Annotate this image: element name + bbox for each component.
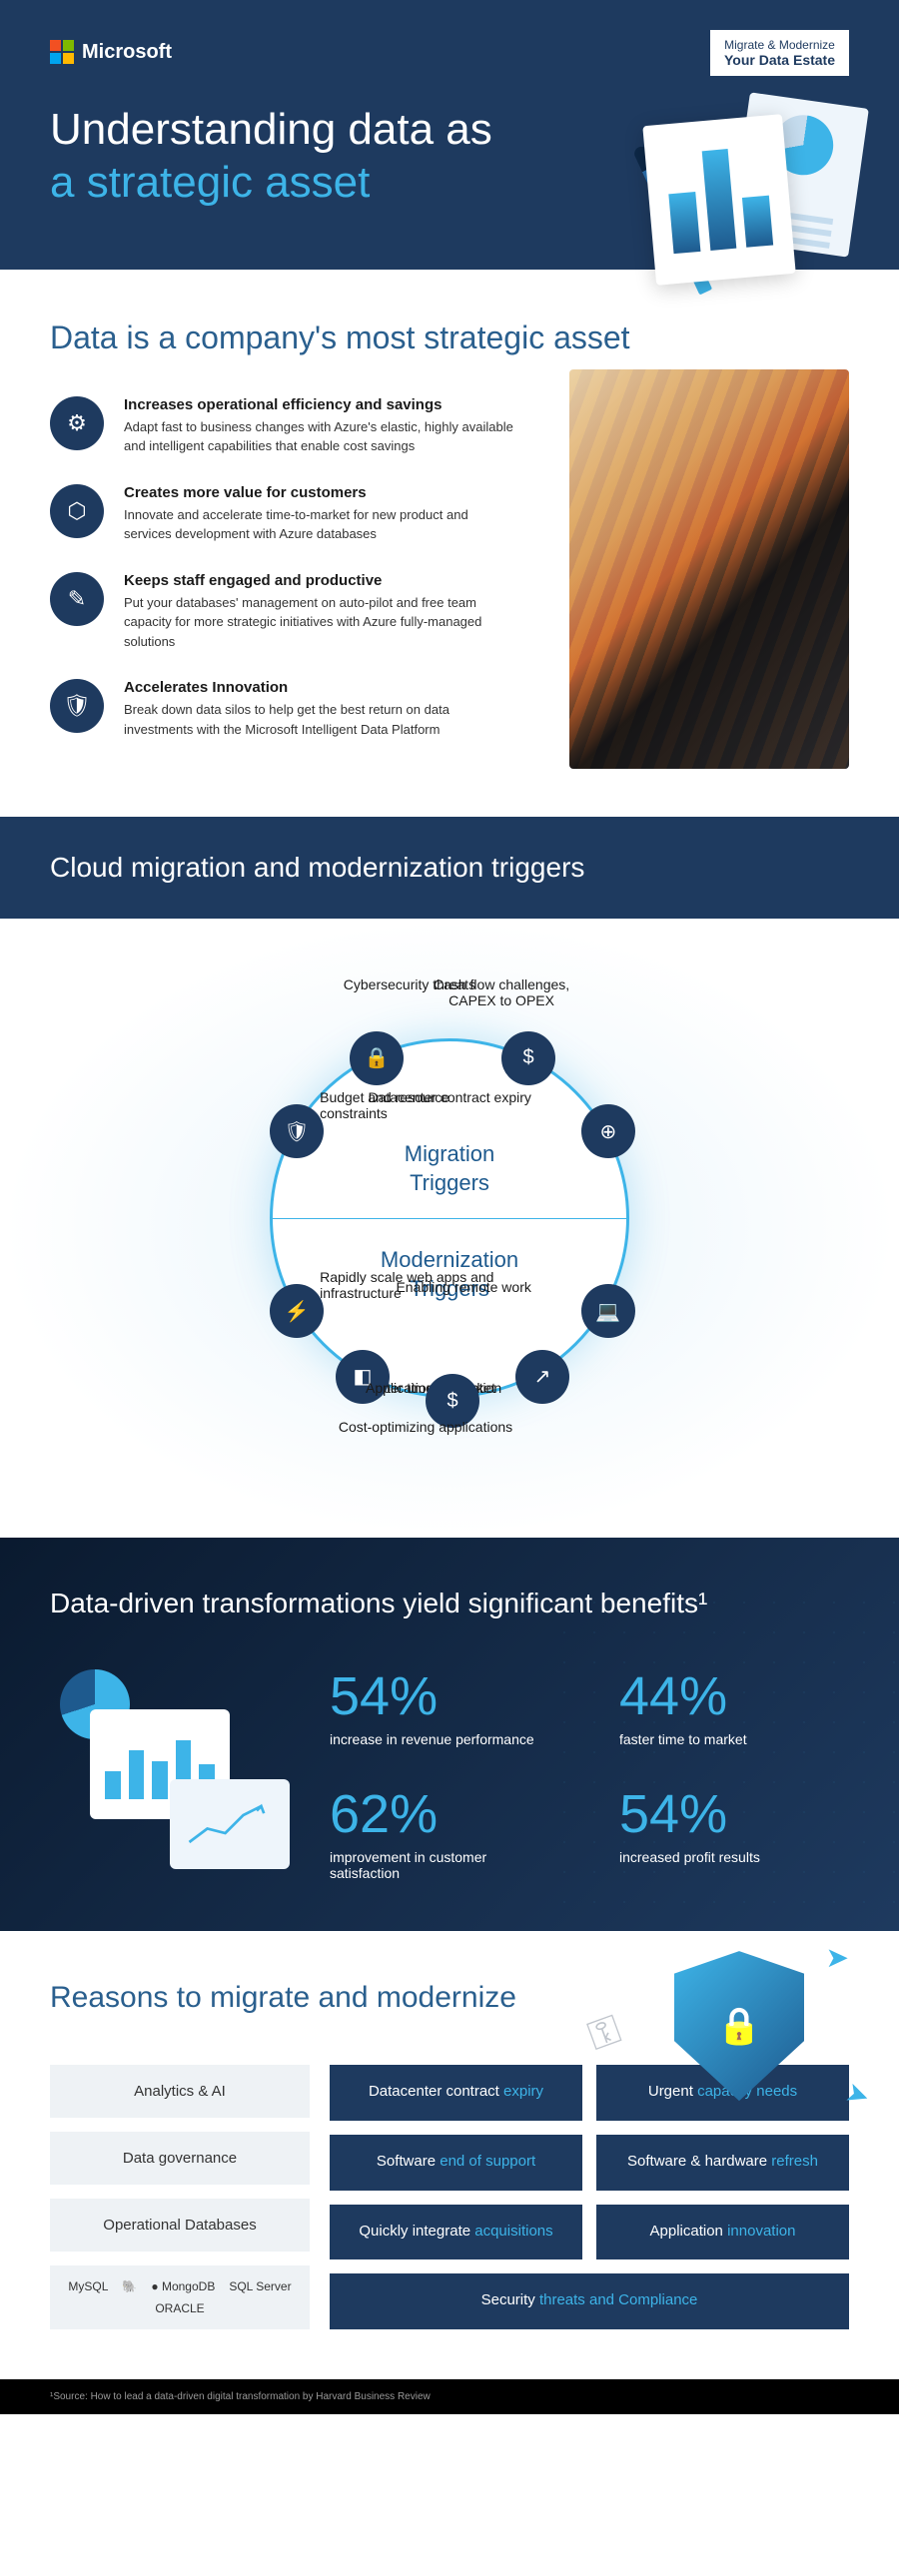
benefit-body: Put your databases' management on auto-p… — [124, 593, 513, 652]
trigger-label: Rapidly scale web apps and infrastructur… — [320, 1269, 499, 1301]
reason-item: Datacenter contract expiry — [330, 2065, 582, 2121]
ms-logo-icon — [50, 40, 74, 64]
stat-item: 62% improvement in customer satisfaction — [330, 1787, 559, 1881]
benefit-heading: Creates more value for customers — [124, 484, 513, 501]
benefit-item: 🛡 Accelerates Innovation Break down data… — [50, 679, 513, 739]
stat-item: 44% faster time to market — [619, 1669, 849, 1747]
section4-title: Data-driven transformations yield signif… — [50, 1588, 849, 1619]
db-logo: SQL Server — [229, 2279, 291, 2293]
benefit-heading: Increases operational efficiency and sav… — [124, 396, 513, 413]
trigger-node-icon: ⊕ — [581, 1104, 635, 1158]
section2-title: Data is a company's most strategic asset — [50, 320, 849, 356]
migration-triggers-label: MigrationTriggers — [273, 1140, 626, 1197]
shield-icon — [674, 1951, 804, 2101]
reason-item: Software end of support — [330, 2135, 582, 2191]
benefit-icon: ✎ — [50, 572, 104, 626]
brand-name: Microsoft — [82, 41, 172, 64]
stats-graphic — [50, 1669, 290, 1869]
circle-divider — [273, 1218, 626, 1219]
stat-label: increased profit results — [619, 1849, 849, 1865]
stat-item: 54% increased profit results — [619, 1787, 849, 1881]
benefit-icon: ⚙ — [50, 396, 104, 450]
benefit-body: Adapt fast to business changes with Azur… — [124, 417, 513, 456]
stat-value: 44% — [619, 1669, 849, 1723]
trigger-node-icon: ⚡ — [270, 1284, 324, 1338]
line-chart-card-icon — [170, 1779, 290, 1869]
trigger-label: Datacenter contract expiry — [352, 1089, 531, 1105]
stat-item: 54% increase in revenue performance — [330, 1669, 559, 1747]
trigger-label: Cost-optimizing applications — [336, 1419, 515, 1435]
benefits-stats-section: Data-driven transformations yield signif… — [0, 1538, 899, 1931]
stat-value: 54% — [619, 1787, 849, 1841]
benefit-body: Innovate and accelerate time-to-market f… — [124, 505, 513, 544]
benefits-list: ⚙ Increases operational efficiency and s… — [50, 396, 513, 740]
strategic-asset-section: Data is a company's most strategic asset… — [0, 270, 899, 818]
header-badge: Migrate & Modernize Your Data Estate — [710, 30, 849, 76]
db-logo: ORACLE — [155, 2301, 204, 2315]
benefit-item: ⬡ Creates more value for customers Innov… — [50, 484, 513, 544]
key-icon: ⚿ — [582, 2007, 626, 2060]
stat-label: faster time to market — [619, 1731, 849, 1747]
badge-line2: Your Data Estate — [724, 52, 835, 68]
category-box: Operational Databases — [50, 2199, 310, 2252]
stat-value: 62% — [330, 1787, 559, 1841]
reason-item: Security threats and Compliance — [330, 2273, 849, 2329]
db-logo: MySQL — [68, 2279, 108, 2293]
section3-title: Cloud migration and modernization trigge… — [0, 817, 899, 919]
db-logos: MySQL 🐘 ● MongoDB SQL Server ORACLE — [50, 2265, 310, 2329]
benefit-item: ✎ Keeps staff engaged and productive Put… — [50, 572, 513, 652]
category-box: Data governance — [50, 2132, 310, 2185]
reasons-section: Reasons to migrate and modernize ⚿ ➤ ➤ A… — [0, 1931, 899, 2379]
reason-item: Application innovation — [596, 2205, 849, 2260]
trigger-node-icon: $ — [501, 1031, 555, 1085]
badge-line1: Migrate & Modernize — [724, 38, 835, 52]
stat-value: 54% — [330, 1669, 559, 1723]
trigger-node-icon: 🔒 — [350, 1031, 404, 1085]
benefit-icon: 🛡 — [50, 679, 104, 733]
shield-graphic: ⚿ ➤ ➤ — [639, 1951, 839, 2131]
benefit-item: ⚙ Increases operational efficiency and s… — [50, 396, 513, 456]
stats-grid: 54% increase in revenue performance 44% … — [330, 1669, 849, 1881]
reasons-categories: Analytics & AI Data governance Operational… — [50, 2065, 310, 2329]
chart-document-icon — [642, 114, 795, 286]
header-graphic — [579, 80, 859, 280]
stat-label: improvement in customer satisfaction — [330, 1849, 559, 1881]
db-logo: ● MongoDB — [151, 2279, 215, 2293]
header-section: Microsoft Migrate & Modernize Your Data … — [0, 0, 899, 270]
stat-label: increase in revenue performance — [330, 1731, 559, 1747]
person-photo — [569, 369, 849, 769]
reason-item: Software & hardware refresh — [596, 2135, 849, 2191]
reason-item: Quickly integrate acquisitions — [330, 2205, 582, 2260]
benefit-heading: Keeps staff engaged and productive — [124, 572, 513, 589]
db-logo: 🐘 — [122, 2279, 137, 2293]
benefit-icon: ⬡ — [50, 484, 104, 538]
trigger-label: Cybersecurity threats — [320, 976, 499, 992]
benefit-heading: Accelerates Innovation — [124, 679, 513, 696]
plane-icon: ➤ — [826, 1941, 849, 1974]
trigger-node-icon: 💻 — [581, 1284, 635, 1338]
trigger-circle: MigrationTriggers ModernizationTriggers … — [270, 1038, 629, 1398]
triggers-section: MigrationTriggers ModernizationTriggers … — [0, 919, 899, 1538]
trigger-node-icon: 🛡 — [270, 1104, 324, 1158]
benefit-body: Break down data silos to help get the be… — [124, 700, 513, 739]
category-box: Analytics & AI — [50, 2065, 310, 2118]
footer-source: ¹Source: How to lead a data-driven digit… — [0, 2379, 899, 2414]
